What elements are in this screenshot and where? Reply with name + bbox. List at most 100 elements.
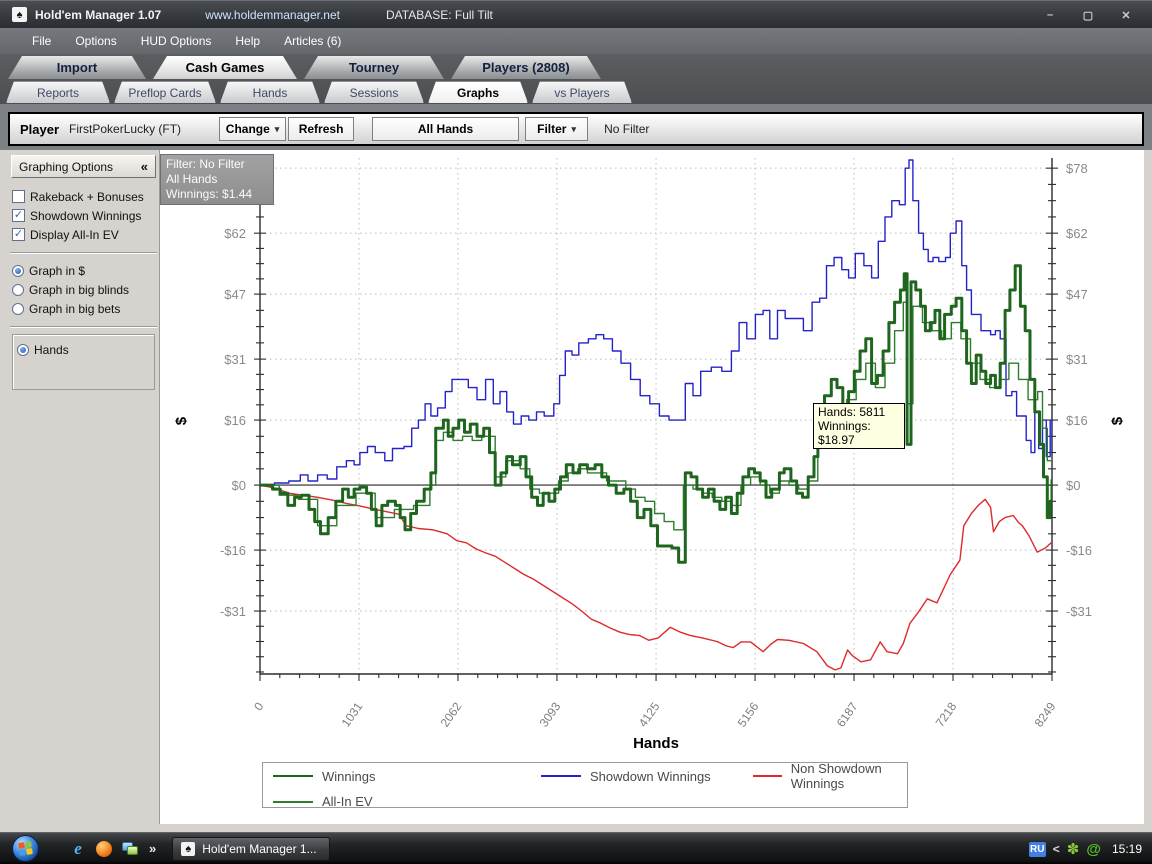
checkbox-label: Showdown Winnings [30,208,142,223]
divider [10,326,157,328]
tab-cash-games[interactable]: Cash Games [153,56,297,79]
legend-label: Winnings [322,768,376,784]
quick-launch-overflow-icon[interactable]: » [149,841,157,856]
legend-item-non-showdown-winnings: Non Showdown Winnings [753,761,897,791]
radio-label: Graph in big blinds [29,282,130,297]
svg-text:2062: 2062 [438,699,465,729]
subtab-vs-players[interactable]: vs Players [532,81,632,103]
checkbox-checked-icon[interactable]: ✓ [12,209,25,222]
svg-text:$0: $0 [1066,478,1080,493]
internet-explorer-icon[interactable]: e [69,839,87,858]
radio-label: Graph in big bets [29,301,121,316]
taskbar-clock: 15:19 [1111,842,1142,856]
radio-label: Hands [34,342,69,357]
menu-file[interactable]: File [32,34,52,48]
system-tray: RU < ✽ @ 15:19 [1028,833,1142,864]
tray-collapse-icon[interactable]: < [1052,842,1060,856]
radio-hands[interactable]: Hands [17,340,150,359]
radio-graph-in-dollars[interactable]: Graph in $ [12,261,156,280]
svg-text:0: 0 [251,699,266,713]
menu-articles[interactable]: Articles (6) [284,34,342,48]
active-filter-value: No Filter [604,122,650,136]
svg-text:-$31: -$31 [220,604,246,619]
radio-icon[interactable] [12,302,24,315]
refresh-button[interactable]: Refresh [288,117,355,141]
legend-label: Showdown Winnings [590,768,711,784]
menu-hud-options[interactable]: HUD Options [140,34,212,48]
graph-panel: $78$78$62$62$47$47$31$31$16$16$0$0-$16-$… [160,150,1144,824]
window-title: Hold'em Manager 1.07 [35,7,162,22]
subtab-preflop-cards[interactable]: Preflop Cards [114,81,216,103]
display-options-group: Rakeback + Bonuses ✓ Showdown Winnings ✓… [8,182,159,250]
checkbox-icon[interactable] [12,190,25,203]
series-showdown-winnings [260,159,1052,486]
legend-line-sample [541,775,581,777]
radio-selected-icon[interactable] [12,264,24,277]
taskbar-holdem-manager-button[interactable]: ♠ Hold'em Manager 1... [172,836,330,861]
window-database: DATABASE: Full Tilt [385,7,493,22]
icq-flower-icon[interactable]: ✽ [1066,841,1080,858]
svg-text:$16: $16 [224,413,246,428]
subtab-sessions[interactable]: Sessions [324,81,424,103]
svg-text:-$16: -$16 [220,543,246,558]
svg-text:4125: 4125 [636,699,663,729]
legend-label: Non Showdown Winnings [790,761,882,791]
svg-text:-$31: -$31 [1066,604,1092,619]
graphing-options-title: Graphing Options [19,159,114,174]
filter-info-tooltip: Filter: No Filter All Hands Winnings: $1… [160,154,274,205]
checkbox-label: Rakeback + Bonuses [30,189,144,204]
svg-text:$47: $47 [224,287,246,302]
sub-tabs: Reports Preflop Cards Hands Sessions Gra… [6,81,632,103]
app-spade-icon: ♠ [12,7,27,22]
radio-selected-icon[interactable] [17,343,29,356]
start-button[interactable] [12,835,39,862]
firefox-icon[interactable] [95,840,113,858]
checkbox-checked-icon[interactable]: ✓ [12,228,25,241]
app-spade-icon: ♠ [181,841,196,856]
winnings-graph[interactable]: $78$78$62$62$47$47$31$31$16$16$0$0-$16-$… [160,150,1144,760]
collapse-sidebar-icon[interactable]: « [140,159,148,174]
close-button[interactable]: ✕ [1121,9,1131,22]
subtab-graphs[interactable]: Graphs [428,81,528,103]
hover-tooltip: Hands: 5811 Winnings: $18.97 [813,403,905,449]
menu-options[interactable]: Options [75,34,117,48]
change-player-button[interactable]: Change ▾ [219,117,287,141]
menu-help[interactable]: Help [235,34,261,48]
checkbox-rakeback-bonuses[interactable]: Rakeback + Bonuses [12,187,156,206]
radio-icon[interactable] [12,283,24,296]
show-desktop-icon[interactable] [121,840,139,858]
tab-import[interactable]: Import [8,56,146,79]
legend-label: All-In EV [322,794,373,809]
menu-bar: File Options HUD Options Help Articles (… [0,28,1152,54]
subtab-hands[interactable]: Hands [220,81,320,103]
quick-launch-bar: e » [69,839,157,858]
svg-text:$31: $31 [1066,352,1088,367]
window-titlebar: ♠ Hold'em Manager 1.07 www.holdemmanager… [0,0,1152,28]
svg-text:$31: $31 [224,352,246,367]
checkbox-showdown-winnings[interactable]: ✓ Showdown Winnings [12,206,156,225]
graphing-options-sidebar: Graphing Options « Rakeback + Bonuses ✓ … [8,150,160,824]
subtab-reports[interactable]: Reports [6,81,110,103]
radio-graph-in-big-bets[interactable]: Graph in big bets [12,299,156,318]
maximize-button[interactable]: ▢ [1082,9,1094,22]
tooltip-filter-line: Filter: No Filter [166,157,245,171]
main-tabs: Import Cash Games Tourney Players (2808) [8,56,601,79]
graphing-options-header[interactable]: Graphing Options « [11,155,156,178]
language-indicator[interactable]: RU [1028,841,1046,857]
at-tray-icon[interactable]: @ [1086,840,1101,858]
svg-text:$0: $0 [232,478,246,493]
tooltip-hands-line: All Hands [166,172,218,186]
tab-tourney[interactable]: Tourney [304,56,444,79]
all-hands-button[interactable]: All Hands [372,117,520,141]
legend-item-winnings: Winnings [273,761,541,791]
tab-players[interactable]: Players (2808) [451,56,601,79]
filter-button[interactable]: Filter ▾ [525,117,589,141]
svg-text:8249: 8249 [1032,699,1059,729]
svg-text:$62: $62 [224,226,246,241]
checkbox-display-all-in-ev[interactable]: ✓ Display All-In EV [12,225,156,244]
legend-line-sample [273,775,313,777]
tool-strip: Player FirstPokerLucky (FT) Change ▾ Ref… [0,104,1152,150]
radio-graph-in-big-blinds[interactable]: Graph in big blinds [12,280,156,299]
minimize-button[interactable]: – [1046,9,1054,21]
